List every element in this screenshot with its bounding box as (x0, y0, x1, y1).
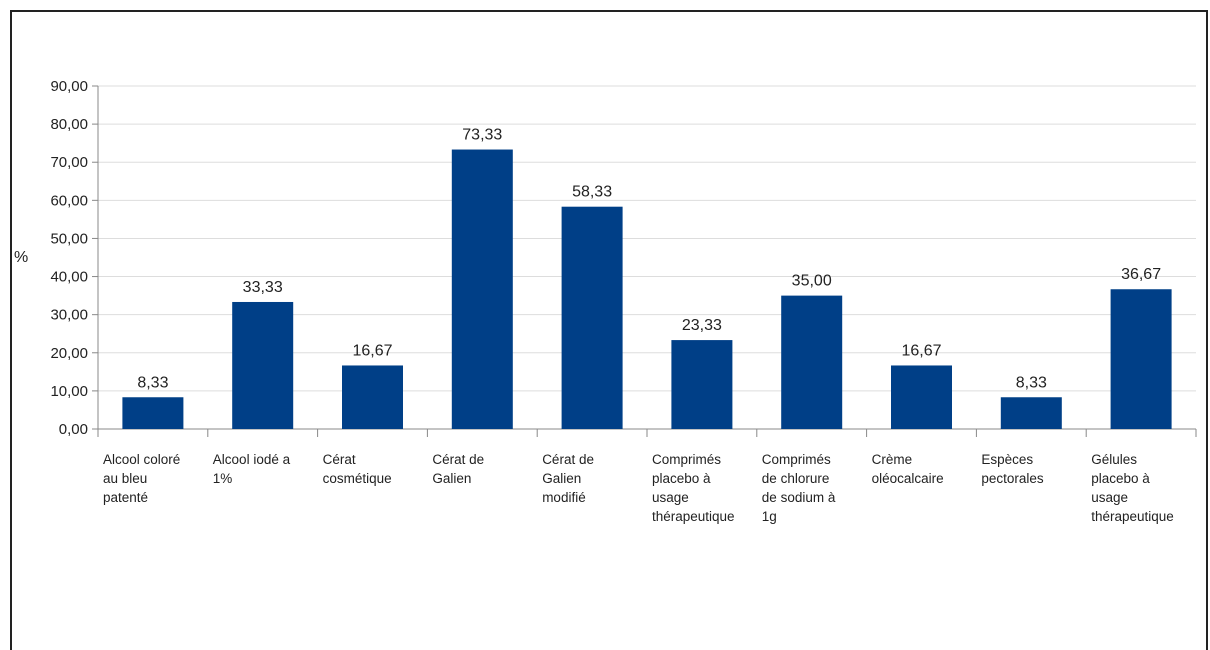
category-label-line: 1% (213, 471, 233, 486)
y-tick-label: 70,00 (50, 154, 88, 171)
value-label: 8,33 (137, 374, 168, 391)
category-label: Alcool coloré au bleu patenté (103, 452, 180, 505)
y-tick-label: 10,00 (50, 383, 88, 400)
category-label-line: Comprimés (652, 452, 721, 467)
category-label-line: oléocalcaire (872, 471, 944, 486)
category-label-line: Alcool iodé a (213, 452, 291, 467)
category-label: Cérat de Galien modifié (542, 452, 594, 505)
category-label-line: au bleu (103, 471, 147, 486)
category-label-line: modifié (542, 490, 586, 505)
value-label: 58,33 (572, 184, 612, 201)
category-label-line: usage (1091, 490, 1128, 505)
y-axis-label: % (14, 249, 28, 266)
category-label-line: pectorales (981, 471, 1044, 486)
category-label-line: thérapeutique (652, 509, 735, 524)
category-label-line: Alcool coloré (103, 452, 180, 467)
bar (122, 397, 184, 429)
value-label: 8,33 (1016, 374, 1047, 391)
bar (561, 206, 623, 429)
chart-frame (10, 10, 1208, 650)
category-label: Comprimés de chlorure de sodium à 1g (762, 452, 836, 524)
value-label: 23,33 (682, 317, 722, 334)
bar (342, 365, 403, 429)
value-label: 36,67 (1121, 266, 1161, 283)
category-labels: Alcool coloré au bleu patenté Alcool iodé a… (103, 452, 1174, 524)
y-tick-label: 20,00 (50, 345, 88, 362)
value-label: 73,33 (462, 127, 502, 144)
value-label: 35,00 (792, 273, 832, 290)
value-label: 33,33 (243, 279, 283, 296)
bar (451, 149, 513, 429)
y-tick-label: 0,00 (59, 421, 88, 438)
category-label-line: Espèces (981, 452, 1033, 467)
category-label-line: Cérat de (432, 452, 484, 467)
category-label-line: usage (652, 490, 689, 505)
category-label-line: de sodium à (762, 490, 836, 505)
category-label: Cérat de Galien (432, 452, 484, 486)
bar-chart: 0,00 10,00 20,00 30,00 40,00 50,00 60,00 70,00 8… (14, 78, 1197, 524)
bar (781, 295, 843, 429)
bar (232, 301, 294, 429)
category-label-line: Cérat (323, 452, 356, 467)
category-label-line: cosmétique (323, 471, 392, 486)
category-label-line: Crème (872, 452, 913, 467)
category-label: Gélules placebo à usage thérapeutique (1091, 452, 1174, 524)
y-tick-label: 50,00 (50, 230, 88, 247)
category-label: Comprimés placebo à usage thérapeutique (652, 452, 735, 524)
y-tick-label: 40,00 (50, 269, 88, 286)
category-label: Cérat cosmétique (323, 452, 392, 486)
category-label: Alcool iodé a 1% (213, 452, 291, 486)
value-label: 16,67 (352, 342, 392, 359)
category-label-line: placebo à (1091, 471, 1150, 486)
y-tick-label: 30,00 (50, 307, 88, 324)
category-label-line: de chlorure (762, 471, 830, 486)
category-label-line: Galien (432, 471, 471, 486)
y-tick-label: 90,00 (50, 78, 88, 95)
category-label: Crème oléocalcaire (872, 452, 944, 486)
category-label-line: thérapeutique (1091, 509, 1174, 524)
bar (1110, 289, 1172, 429)
category-label-line: Gélules (1091, 452, 1137, 467)
bar (1000, 397, 1062, 429)
category-label-line: Comprimés (762, 452, 831, 467)
bar (891, 365, 952, 429)
category-label: Espèces pectorales (981, 452, 1044, 486)
category-label-line: Galien (542, 471, 581, 486)
category-label-line: 1g (762, 509, 777, 524)
bar (671, 340, 733, 429)
y-tick-labels: 0,00 10,00 20,00 30,00 40,00 50,00 60,00 70,00 8… (50, 78, 88, 438)
bars (122, 149, 1172, 429)
y-tick-label: 60,00 (50, 192, 88, 209)
value-label: 16,67 (901, 342, 941, 359)
category-label-line: placebo à (652, 471, 711, 486)
y-tick-label: 80,00 (50, 116, 88, 133)
value-labels: 8,33 33,33 16,67 73,33 58,33 23,33 35,00 16,67 8… (137, 127, 1161, 392)
category-label-line: patenté (103, 490, 148, 505)
category-label-line: Cérat de (542, 452, 594, 467)
